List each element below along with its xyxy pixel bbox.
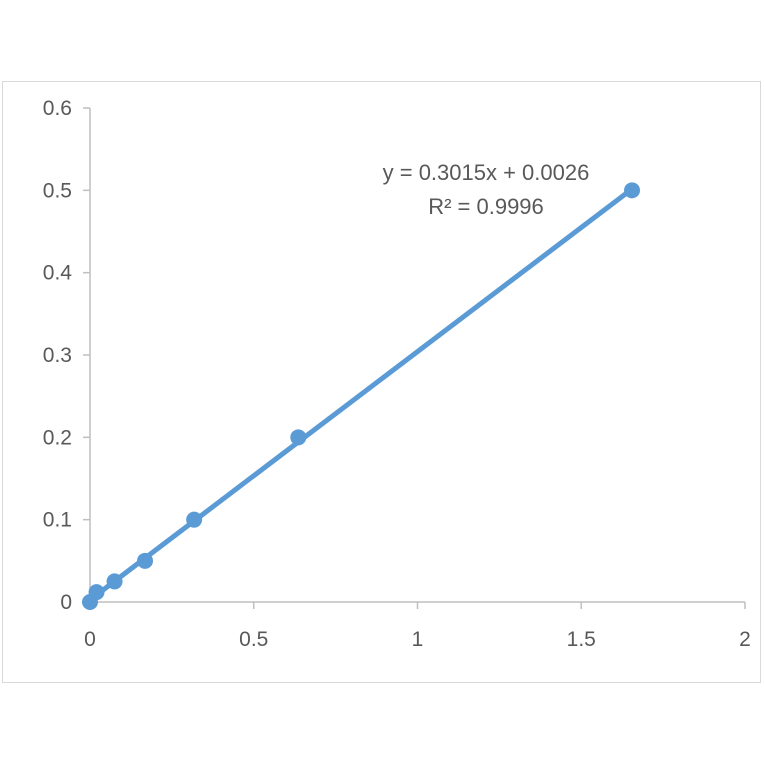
data-point	[186, 511, 203, 528]
trendline	[87, 186, 635, 603]
y-tick-label: 0.3	[43, 344, 72, 367]
data-point	[88, 584, 105, 601]
y-tick-label: 0.2	[43, 426, 72, 449]
x-tick-label: 2	[739, 628, 751, 651]
data-point	[106, 573, 123, 590]
y-tick-label: 0.4	[43, 262, 73, 285]
x-tick-label: 0.5	[239, 628, 268, 651]
x-tick-label: 1.5	[567, 628, 596, 651]
x-tick-label: 1	[412, 628, 424, 651]
x-tick-label: 0	[84, 628, 96, 651]
data-point	[137, 552, 154, 569]
y-tick-label: 0	[60, 591, 72, 614]
data-point	[290, 429, 307, 446]
trendline-group	[87, 186, 635, 603]
ticks: 0 0.1 0.2 0.3 0.4 0.5 0.6 0 0.5 1 1.5 2	[43, 97, 751, 651]
y-tick-label: 0.6	[43, 97, 72, 120]
data-points	[82, 182, 641, 610]
y-tick-label: 0.1	[43, 509, 72, 532]
trendline-r-squared: R² = 0.9996	[428, 194, 544, 219]
data-point	[624, 182, 641, 199]
trendline-equation: y = 0.3015x + 0.0026	[383, 160, 590, 185]
y-tick-label: 0.5	[43, 179, 72, 202]
trendline-annotation: y = 0.3015x + 0.0026 R² = 0.9996	[383, 160, 590, 219]
